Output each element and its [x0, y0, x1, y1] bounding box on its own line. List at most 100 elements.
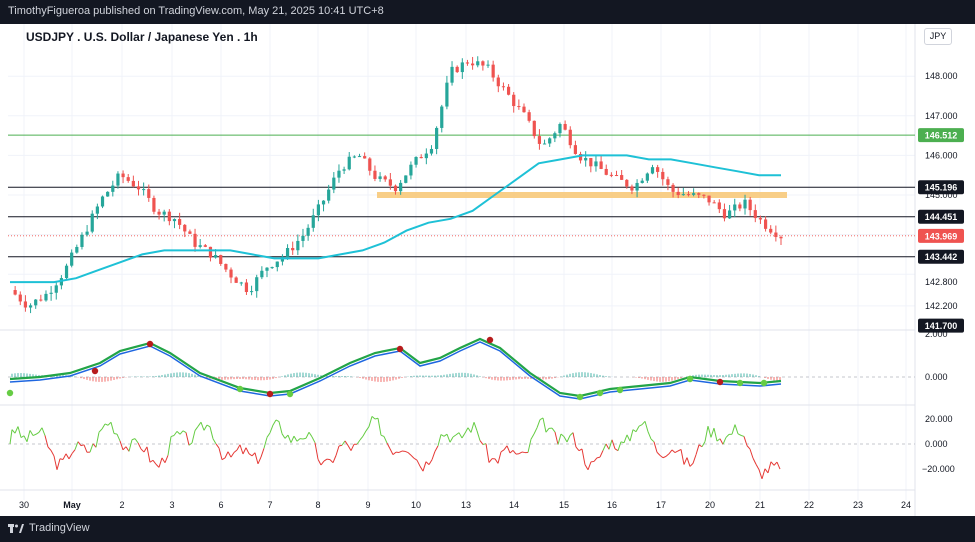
osc2-line-segment: [77, 441, 82, 446]
candle-body: [563, 123, 567, 130]
candle-body: [460, 62, 464, 73]
osc2-line-segment: [317, 458, 322, 466]
candle-body: [758, 218, 763, 220]
candle-body: [260, 270, 264, 278]
price-chart[interactable]: 148.000 147.000 146.000 145.000 142.800 142.2…: [0, 24, 975, 516]
osc2-line-segment: [116, 433, 121, 442]
osc2-line-segment: [212, 438, 217, 445]
candle-body: [584, 157, 588, 161]
osc2-line-segment: [626, 434, 631, 442]
osc2-line-segment: [329, 459, 334, 464]
osc1-sell-dot: [486, 336, 494, 344]
currency-badge[interactable]: JPY: [924, 28, 952, 45]
candle-body: [656, 167, 660, 172]
candle-body: [388, 179, 392, 186]
osc2-line-segment: [545, 428, 550, 433]
candle-body: [178, 219, 182, 225]
candle-body: [39, 299, 43, 301]
time-tick-label: 30: [19, 500, 29, 510]
candle-body: [152, 197, 156, 212]
candle-body: [244, 282, 249, 293]
candle-body: [717, 202, 721, 210]
candle-body: [198, 245, 202, 247]
osc1-sell-dot: [396, 345, 404, 353]
osc2-tick-label: −20.000: [922, 464, 955, 474]
osc2-line-segment: [83, 444, 88, 453]
osc2-line-segment: [461, 432, 466, 439]
osc2-line-segment: [704, 426, 709, 442]
osc2-line-segment: [236, 444, 241, 451]
candle-body: [512, 94, 516, 107]
candle-body: [147, 189, 151, 198]
osc2-line-segment: [710, 427, 715, 438]
candle-body: [28, 305, 33, 308]
candle-body: [80, 234, 84, 247]
osc2-line-segment: [185, 432, 190, 446]
candle-body: [614, 175, 619, 177]
osc2-line-segment: [509, 450, 514, 454]
candle-body: [332, 177, 336, 190]
time-tick-label: 20: [705, 500, 715, 510]
osc2-line-segment: [9, 429, 13, 445]
osc1-sell-dot: [716, 378, 724, 386]
tradingview-logo-icon: [8, 524, 24, 533]
published-info: TimothyFigueroa published on TradingView…: [8, 5, 384, 17]
price-tag-label: 143.442: [925, 252, 958, 262]
candle-body: [239, 282, 243, 284]
price-tick-label: 147.000: [925, 111, 958, 121]
osc2-line-segment: [530, 433, 535, 440]
osc2-line-segment: [644, 421, 649, 432]
osc2-line-segment: [707, 425, 712, 438]
osc2-line-segment: [743, 436, 748, 446]
osc2-line-segment: [215, 443, 220, 449]
candle-body: [342, 169, 346, 171]
osc2-line-segment: [434, 445, 439, 452]
osc2-line-segment: [56, 458, 61, 470]
candle-body: [496, 77, 500, 87]
candle-body: [265, 267, 269, 271]
candle-body: [142, 189, 146, 191]
osc2-line-segment: [38, 427, 43, 433]
candle-body: [126, 177, 130, 181]
osc2-line-segment: [680, 449, 685, 465]
osc2-line-segment: [287, 434, 292, 443]
osc2-line-segment: [398, 450, 403, 453]
candle-body: [383, 176, 387, 180]
price-tag-bg: [918, 180, 964, 195]
time-tick-label: 21: [755, 500, 765, 510]
osc2-line-segment: [641, 420, 646, 426]
osc1-main-line: [9, 337, 782, 398]
osc2-line-segment: [686, 457, 691, 467]
osc2-line-segment: [281, 433, 286, 439]
candle-body: [285, 248, 290, 257]
price-tag-label: 146.512: [925, 131, 958, 141]
osc2-line-segment: [506, 445, 511, 454]
candle-body: [666, 179, 670, 185]
osc2-line-segment: [239, 444, 244, 455]
price-tick-label: 145.000: [925, 190, 958, 200]
candle-body: [506, 86, 511, 95]
osc2-line-segment: [173, 431, 178, 436]
osc2-line-segment: [470, 422, 475, 433]
osc1-buy-dot: [6, 389, 14, 397]
candle-body: [743, 199, 747, 209]
wave-oscillator: [6, 336, 915, 401]
osc2-line-segment: [425, 461, 430, 465]
candle-body: [95, 206, 99, 214]
candle-body: [522, 106, 526, 113]
candle-body: [70, 252, 74, 266]
osc2-line-segment: [695, 444, 700, 455]
osc2-line-segment: [605, 443, 610, 450]
tradingview-logo[interactable]: TradingView: [8, 522, 90, 534]
osc2-line-segment: [416, 459, 421, 467]
osc2-line-segment: [110, 422, 115, 434]
candle-body: [707, 195, 711, 203]
price-tag-bg: [918, 228, 964, 243]
candle-body: [527, 112, 531, 121]
osc2-line-segment: [20, 435, 25, 438]
osc2-line-segment: [383, 436, 388, 444]
osc2-line-segment: [761, 468, 766, 480]
candle-body: [44, 293, 48, 301]
osc2-line-segment: [473, 422, 478, 431]
osc2-line-segment: [140, 448, 145, 453]
